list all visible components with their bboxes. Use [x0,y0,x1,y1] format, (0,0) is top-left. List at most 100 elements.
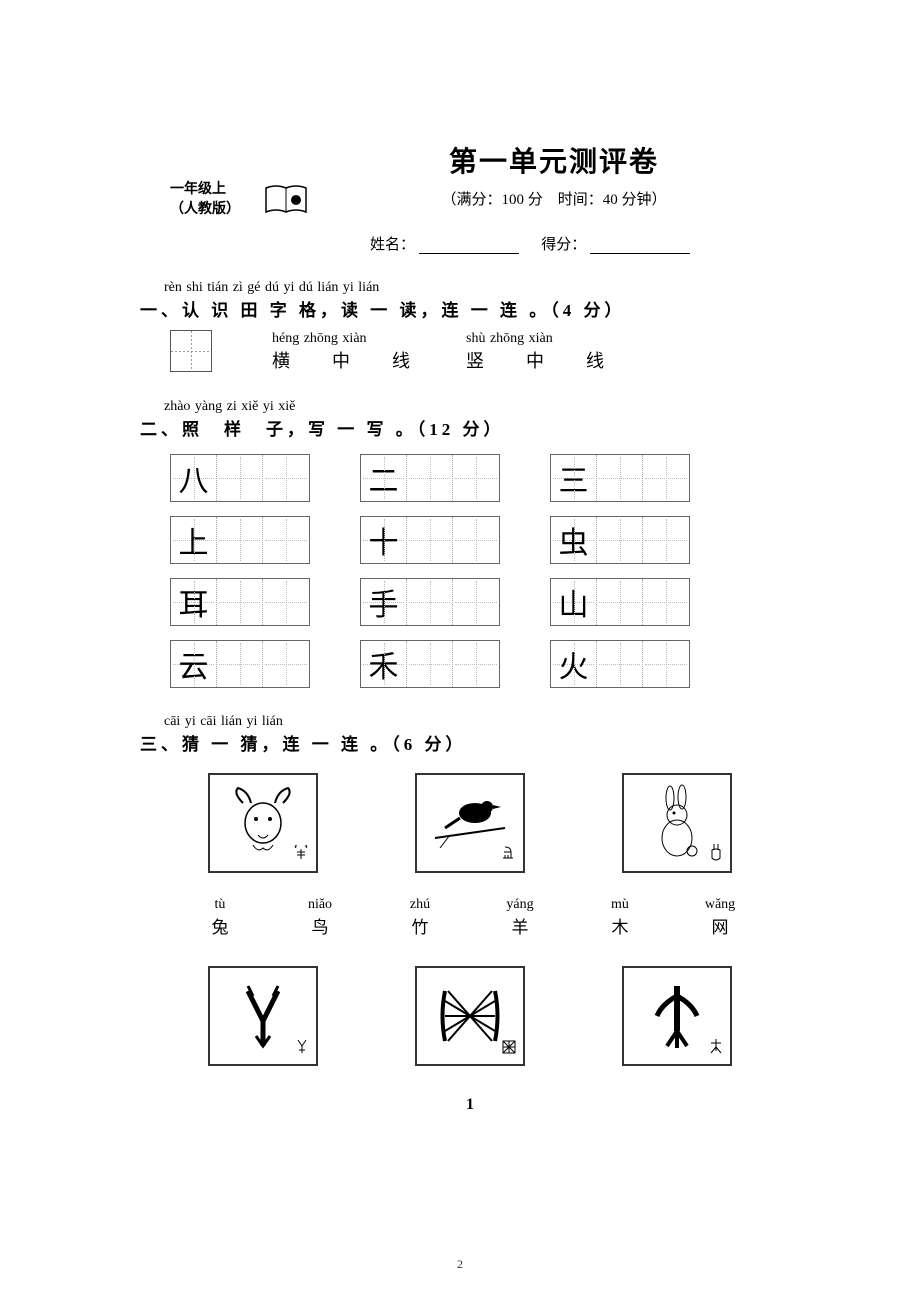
char-row: 耳手山 [170,578,800,626]
label-hanzi: 兔 [212,918,229,937]
tianzige-cell[interactable] [407,579,453,625]
tianzige-cell[interactable] [643,641,689,687]
tianzige-cell: 山 [551,579,597,625]
name-input-line[interactable] [419,240,519,254]
tianzige-cell: 八 [171,455,217,501]
bird-small-icon [499,844,517,867]
section-2: zhào yàng zi xiě yi xiě 二、照 样 子，写 一 写 。（… [140,399,800,688]
tianzige-cell[interactable] [263,517,309,563]
grade-line1: 一年级上 [170,180,240,200]
tianzige-cell[interactable] [453,641,499,687]
rabbit-small-icon [708,842,724,867]
header: 一年级上 （人教版） 第一单元测评卷 （满分：100 分 时间：40 分钟） [140,140,800,223]
tianzige-cell[interactable] [217,579,263,625]
tianzige-cell: 三 [551,455,597,501]
example-char: 耳 [171,579,216,625]
grade-line2: （人教版） [170,200,240,220]
tianzige-cell: 云 [171,641,217,687]
tianzige-cell[interactable] [263,641,309,687]
label-pinyin: wǎng [685,897,755,913]
tianzige-cell[interactable] [597,455,643,501]
char-row: 云禾火 [170,640,800,688]
image-ancient-mu [622,966,732,1066]
image-goat [208,773,318,873]
tianzige-cell[interactable] [643,579,689,625]
example-char: 八 [171,455,216,501]
char-block: 禾 [360,640,500,688]
name-score-row: 姓名： 得分： [370,233,800,254]
tianzige-cell: 耳 [171,579,217,625]
char-block: 火 [550,640,690,688]
example-char: 十 [361,517,406,563]
tianzige-sample [170,330,212,372]
s1-heng-hanzi: 横 中 线 [272,351,422,371]
label-hanzi: 羊 [512,918,529,937]
tianzige-cell[interactable] [217,641,263,687]
image-ancient-zhu [208,966,318,1066]
tianzige-cell[interactable] [643,517,689,563]
section1-pinyin: rèn shi tián zì gé dú yi dú lián yi lián [164,280,800,296]
score-input-line[interactable] [590,240,690,254]
char-block: 耳 [170,578,310,626]
tianzige-cell: 二 [361,455,407,501]
section2-heading: 二、照 样 子，写 一 写 。（12 分） [140,415,800,440]
example-char: 手 [361,579,406,625]
char-block: 云 [170,640,310,688]
label-pinyin: mù [585,897,655,913]
char-block: 山 [550,578,690,626]
tianzige-cell[interactable] [453,517,499,563]
tianzige-cell[interactable] [407,641,453,687]
example-char: 山 [551,579,596,625]
example-char: 虫 [551,517,596,563]
image-bird [415,773,525,873]
tianzige-cell[interactable] [453,455,499,501]
subtitle: （满分：100 分 时间：40 分钟） [308,188,800,209]
label-hanzi: 鸟 [312,918,329,937]
tianzige-cell[interactable] [643,455,689,501]
example-char: 上 [171,517,216,563]
char-row: 上十虫 [170,516,800,564]
example-char: 禾 [361,641,406,687]
label-hanzi: 网 [712,918,729,937]
example-char: 三 [551,455,596,501]
name-label: 姓名： [370,237,415,253]
char-block: 十 [360,516,500,564]
tianzige-cell[interactable] [597,641,643,687]
label-hanzi: 木 [612,918,629,937]
s1-label-shu: shù zhōng xiàn 竖 中 线 [466,329,616,373]
page-number-secondary: 2 [0,1257,920,1272]
tianzige-cell: 十 [361,517,407,563]
tianzige-cell[interactable] [453,579,499,625]
tianzige-cell[interactable] [263,455,309,501]
score-label: 得分： [541,237,586,253]
tianzige-cell[interactable] [263,579,309,625]
image-ancient-wang [415,966,525,1066]
wang-small-icon [501,1039,517,1060]
mu-small-icon [708,1037,724,1060]
s3-label-row: tù兔niǎo鸟zhú竹yáng羊mù木wǎng网 [170,897,770,938]
match-label: tù兔 [185,897,255,938]
tianzige-cell[interactable] [597,579,643,625]
image-rabbit [622,773,732,873]
tianzige-cell[interactable] [407,517,453,563]
tianzige-cell: 虫 [551,517,597,563]
s1-heng-pinyin: héng zhōng xiàn [272,331,367,346]
section-1: rèn shi tián zì gé dú yi dú lián yi lián… [140,280,800,373]
page-title: 第一单元测评卷 [308,140,800,180]
section-3: cāi yi cāi lián yi lián 三、猜 一 猜，连 一 连 。（… [140,714,800,1066]
tianzige-cell[interactable] [597,517,643,563]
tianzige-cell[interactable] [217,455,263,501]
tianzige-cell[interactable] [407,455,453,501]
example-char: 二 [361,455,406,501]
tianzige-cell: 火 [551,641,597,687]
tianzige-cell[interactable] [217,517,263,563]
s1-shu-hanzi: 竖 中 线 [466,351,616,371]
char-block: 手 [360,578,500,626]
char-block: 二 [360,454,500,502]
label-hanzi: 竹 [412,918,429,937]
section3-heading: 三、猜 一 猜，连 一 连 。（6 分） [140,730,800,755]
char-block: 八 [170,454,310,502]
s3-top-images [160,773,780,873]
tianzige-cell: 上 [171,517,217,563]
example-char: 云 [171,641,216,687]
